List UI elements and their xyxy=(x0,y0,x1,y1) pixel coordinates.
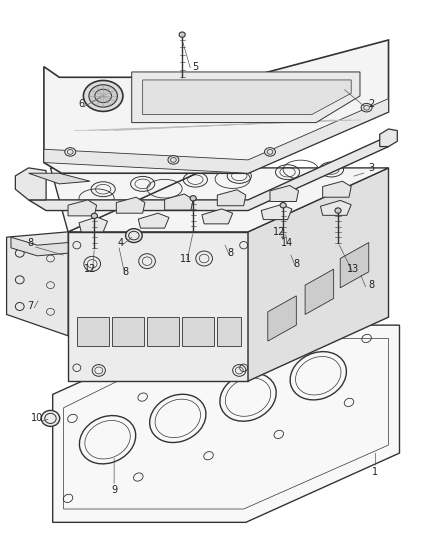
Ellipse shape xyxy=(88,85,117,107)
Polygon shape xyxy=(44,99,388,173)
Polygon shape xyxy=(320,200,350,215)
Polygon shape xyxy=(131,72,359,123)
Polygon shape xyxy=(68,232,247,381)
Bar xyxy=(182,317,214,346)
Text: 11: 11 xyxy=(180,254,192,263)
Text: 8: 8 xyxy=(122,267,128,277)
Text: 8: 8 xyxy=(367,280,373,290)
Polygon shape xyxy=(68,200,96,216)
Polygon shape xyxy=(142,80,350,115)
Polygon shape xyxy=(28,173,90,184)
Text: 8: 8 xyxy=(227,248,233,258)
Ellipse shape xyxy=(125,229,142,243)
Ellipse shape xyxy=(83,80,123,111)
Ellipse shape xyxy=(91,213,97,219)
Text: 12: 12 xyxy=(84,264,96,274)
Text: 2: 2 xyxy=(367,99,373,109)
Ellipse shape xyxy=(279,203,286,208)
Ellipse shape xyxy=(167,156,179,164)
Ellipse shape xyxy=(360,103,371,112)
Polygon shape xyxy=(44,40,388,173)
Polygon shape xyxy=(261,205,291,220)
Polygon shape xyxy=(11,237,68,256)
Polygon shape xyxy=(304,269,333,314)
Polygon shape xyxy=(201,209,232,224)
Polygon shape xyxy=(267,296,296,341)
Ellipse shape xyxy=(264,148,275,156)
Polygon shape xyxy=(53,325,399,522)
Polygon shape xyxy=(339,243,368,288)
Polygon shape xyxy=(15,168,46,200)
Bar xyxy=(112,317,144,346)
Text: 8: 8 xyxy=(28,238,34,247)
Polygon shape xyxy=(164,194,193,210)
Polygon shape xyxy=(269,185,298,201)
Bar xyxy=(217,317,241,346)
Ellipse shape xyxy=(41,410,60,426)
Polygon shape xyxy=(247,168,388,381)
Text: 3: 3 xyxy=(367,163,373,173)
Polygon shape xyxy=(28,136,388,211)
Polygon shape xyxy=(138,213,169,228)
Ellipse shape xyxy=(179,32,185,37)
Text: 9: 9 xyxy=(111,486,117,495)
Polygon shape xyxy=(79,217,107,232)
Bar xyxy=(77,317,109,346)
Ellipse shape xyxy=(65,148,76,156)
Ellipse shape xyxy=(334,208,340,213)
Text: 12: 12 xyxy=(272,227,284,237)
Polygon shape xyxy=(7,232,68,336)
Text: 1: 1 xyxy=(371,467,378,477)
Polygon shape xyxy=(322,181,350,197)
Text: 5: 5 xyxy=(192,62,198,71)
Polygon shape xyxy=(379,129,396,147)
Text: 6: 6 xyxy=(78,99,84,109)
Polygon shape xyxy=(217,190,245,206)
Polygon shape xyxy=(68,168,388,232)
Text: 13: 13 xyxy=(346,264,359,274)
Bar xyxy=(147,317,179,346)
Text: 10: 10 xyxy=(31,414,43,423)
Text: 8: 8 xyxy=(293,259,299,269)
Polygon shape xyxy=(116,197,145,213)
Text: 14: 14 xyxy=(281,238,293,247)
Text: 7: 7 xyxy=(28,302,34,311)
Ellipse shape xyxy=(190,196,196,201)
Text: 4: 4 xyxy=(117,238,124,247)
Polygon shape xyxy=(50,168,208,232)
